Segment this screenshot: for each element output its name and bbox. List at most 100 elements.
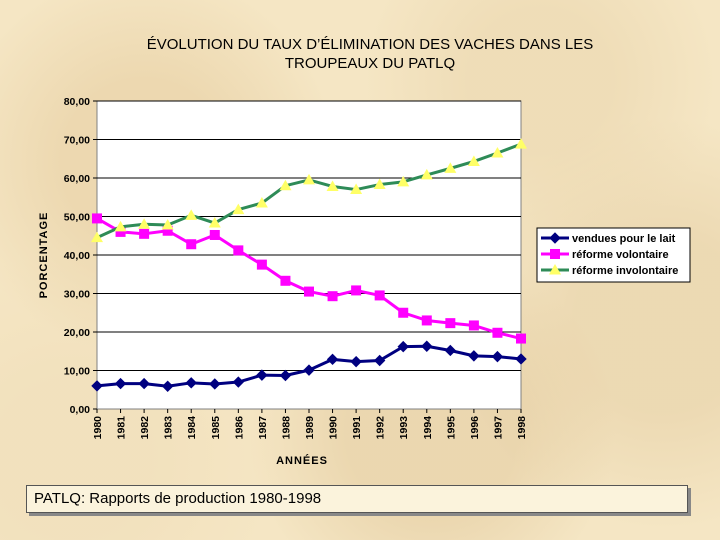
data-point: [209, 378, 221, 390]
legend-item-2: réforme volontaire: [541, 249, 669, 261]
data-point: [232, 376, 245, 388]
x-tick-label: 1980: [92, 416, 104, 440]
data-point: [186, 239, 197, 250]
data-point: [209, 229, 220, 240]
data-point: [92, 213, 102, 224]
x-tick-label: 1997: [492, 416, 504, 440]
data-point: [491, 350, 504, 363]
y-tick-label: 40,00: [64, 250, 90, 262]
x-tick-label: 1995: [445, 416, 457, 440]
data-point: [303, 173, 315, 185]
legend-marker: [549, 232, 561, 244]
legend-marker: [549, 264, 561, 275]
y-tick-label: 30,00: [64, 289, 90, 301]
series-3: [91, 138, 527, 243]
data-point: [303, 364, 315, 376]
data-point: [444, 344, 457, 357]
x-tick-label: 1996: [469, 416, 481, 440]
data-point: [326, 353, 339, 366]
x-tick-label: 1988: [280, 416, 292, 440]
data-point: [279, 369, 292, 382]
x-tick-label: 1986: [233, 416, 245, 440]
data-point: [279, 179, 292, 191]
x-tick-label: 1987: [257, 416, 269, 440]
x-tick-label: 1993: [398, 416, 410, 440]
x-tick-label: 1984: [186, 416, 198, 440]
data-point: [515, 353, 527, 365]
data-point: [208, 217, 221, 228]
data-point: [350, 355, 362, 368]
y-tick-label: 20,00: [64, 327, 90, 339]
x-tick-label: 1981: [116, 416, 128, 440]
y-tick-label: 0,00: [70, 404, 91, 416]
data-point: [91, 380, 103, 392]
legend-label: réforme involontaire: [572, 265, 678, 277]
data-point: [161, 380, 174, 392]
data-point: [256, 259, 267, 270]
legend-label: réforme volontaire: [572, 249, 669, 261]
x-tick-label: 1992: [375, 416, 387, 440]
series-group: [91, 138, 527, 392]
x-tick-label: 1982: [139, 416, 151, 440]
data-point: [444, 162, 457, 173]
y-tick-label: 50,00: [64, 212, 90, 224]
x-tick-label: 1998: [516, 416, 528, 440]
data-point: [515, 138, 527, 149]
data-point: [114, 220, 127, 232]
data-point: [326, 180, 339, 191]
x-axis-ticks: 1980 1981 1982 1983 1984 1985 1986 1987 1988 1989…: [92, 409, 528, 439]
x-tick-label: 1994: [422, 416, 434, 440]
y-axis-ticks: 0,00 10,00 20,00 30,00 40,00 50,00 60,00 70,00 8…: [64, 96, 97, 416]
data-point: [468, 350, 480, 362]
x-tick-label: 1991: [351, 416, 363, 440]
data-point: [138, 377, 150, 390]
legend: vendues pour le lait réforme volontaire ré…: [536, 227, 691, 283]
data-point: [397, 175, 410, 187]
data-point: [233, 245, 244, 256]
data-point: [398, 307, 409, 318]
data-point: [280, 275, 291, 286]
data-point: [374, 290, 385, 301]
y-tick-label: 60,00: [64, 173, 90, 185]
data-point: [327, 291, 338, 302]
data-point: [467, 155, 480, 166]
data-point: [161, 218, 174, 230]
data-point: [115, 226, 126, 237]
x-tick-label: 1990: [328, 416, 340, 440]
data-point: [373, 178, 386, 190]
y-tick-label: 70,00: [64, 135, 90, 147]
data-point: [421, 340, 433, 352]
data-point: [397, 340, 409, 353]
x-tick-label: 1985: [210, 416, 222, 440]
data-point: [445, 318, 456, 329]
data-point: [114, 377, 127, 390]
x-tick-label: 1989: [304, 416, 316, 440]
data-point: [232, 203, 245, 215]
data-point: [491, 146, 504, 158]
data-point: [91, 231, 103, 243]
series-2: [92, 213, 526, 344]
data-point: [421, 315, 432, 326]
chart-title-line1: ÉVOLUTION DU TAUX D’ÉLIMINATION DES VACH…: [147, 36, 593, 53]
data-point: [516, 333, 526, 344]
legend-item-1: vendues pour le lait: [541, 232, 676, 245]
data-point: [468, 320, 479, 331]
legend-marker: [550, 249, 560, 259]
data-point: [255, 197, 268, 208]
x-tick-label: 1983: [163, 416, 175, 440]
y-tick-label: 80,00: [64, 96, 90, 108]
x-axis-label: ANNÉES: [276, 454, 328, 467]
data-point: [139, 228, 150, 239]
data-point: [492, 327, 503, 338]
data-point: [185, 377, 197, 389]
series-1: [91, 340, 527, 392]
legend-label: vendues pour le lait: [572, 233, 676, 245]
chart-title-line2: TROUPEAUX DU PATLQ: [285, 55, 455, 72]
y-axis-label: PORCENTAGE: [38, 212, 50, 299]
data-point: [256, 369, 268, 381]
legend-item-3: réforme involontaire: [541, 264, 678, 277]
data-point: [420, 168, 433, 180]
data-point: [138, 218, 151, 229]
data-point: [304, 286, 314, 297]
